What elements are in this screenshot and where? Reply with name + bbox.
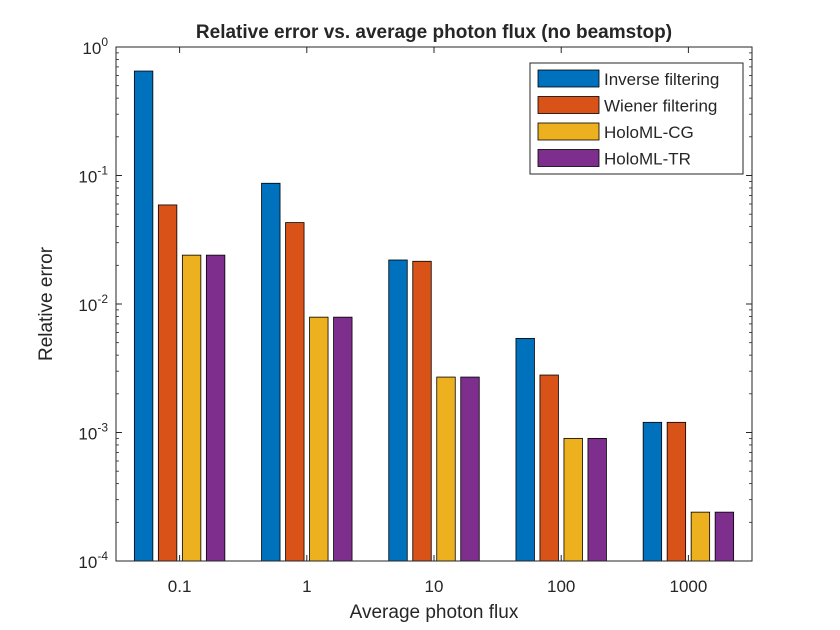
legend-swatch — [537, 69, 600, 88]
y-axis-label: Relative error — [36, 246, 57, 361]
y-tick-label: 100 — [82, 35, 108, 58]
y-tick-label: 10-2 — [78, 292, 108, 315]
bar — [309, 316, 329, 562]
y-tick-label: 10-4 — [78, 549, 108, 572]
x-tick-label: 0.1 — [168, 577, 192, 596]
y-tick-label: 10-3 — [78, 421, 108, 444]
legend-swatch — [537, 149, 600, 167]
bar — [539, 374, 559, 562]
legend-swatch — [537, 96, 600, 114]
ticks-group: 0.1 1 10 100 1000 100 10-1 10-2 10-3 10-4 — [78, 35, 752, 596]
legend: Inverse filtering Wiener filtering HoloML-… — [529, 62, 744, 175]
legend-label: HoloML-CG — [604, 123, 694, 142]
bar — [181, 254, 202, 562]
bar — [714, 511, 735, 562]
x-tick-label: 100 — [547, 577, 575, 596]
legend-swatch — [537, 122, 600, 141]
bar — [436, 376, 456, 562]
bar — [261, 182, 281, 562]
bar — [133, 70, 154, 562]
chart-title: Relative error vs. average photon flux (… — [196, 22, 672, 43]
bar — [460, 376, 480, 562]
bar — [388, 259, 408, 562]
bar — [285, 222, 305, 562]
bar — [412, 260, 432, 562]
bars-group — [133, 70, 735, 562]
x-tick-label: 1000 — [669, 577, 707, 596]
bar — [690, 511, 711, 562]
bar — [157, 204, 178, 562]
x-tick-label: 1 — [302, 577, 311, 596]
bar — [642, 421, 663, 562]
bar — [333, 316, 353, 562]
legend-label: Inverse filtering — [604, 70, 719, 89]
x-axis-label: Average photon flux — [350, 602, 519, 623]
legend-label: HoloML-TR — [604, 150, 691, 169]
bar — [587, 437, 607, 562]
y-tick-label: 10-1 — [78, 164, 108, 187]
bar — [205, 254, 226, 562]
legend-label: Wiener filtering — [604, 97, 717, 116]
bar — [515, 337, 535, 562]
x-tick-label: 10 — [425, 577, 444, 596]
bar — [563, 437, 583, 562]
bar — [666, 421, 687, 562]
